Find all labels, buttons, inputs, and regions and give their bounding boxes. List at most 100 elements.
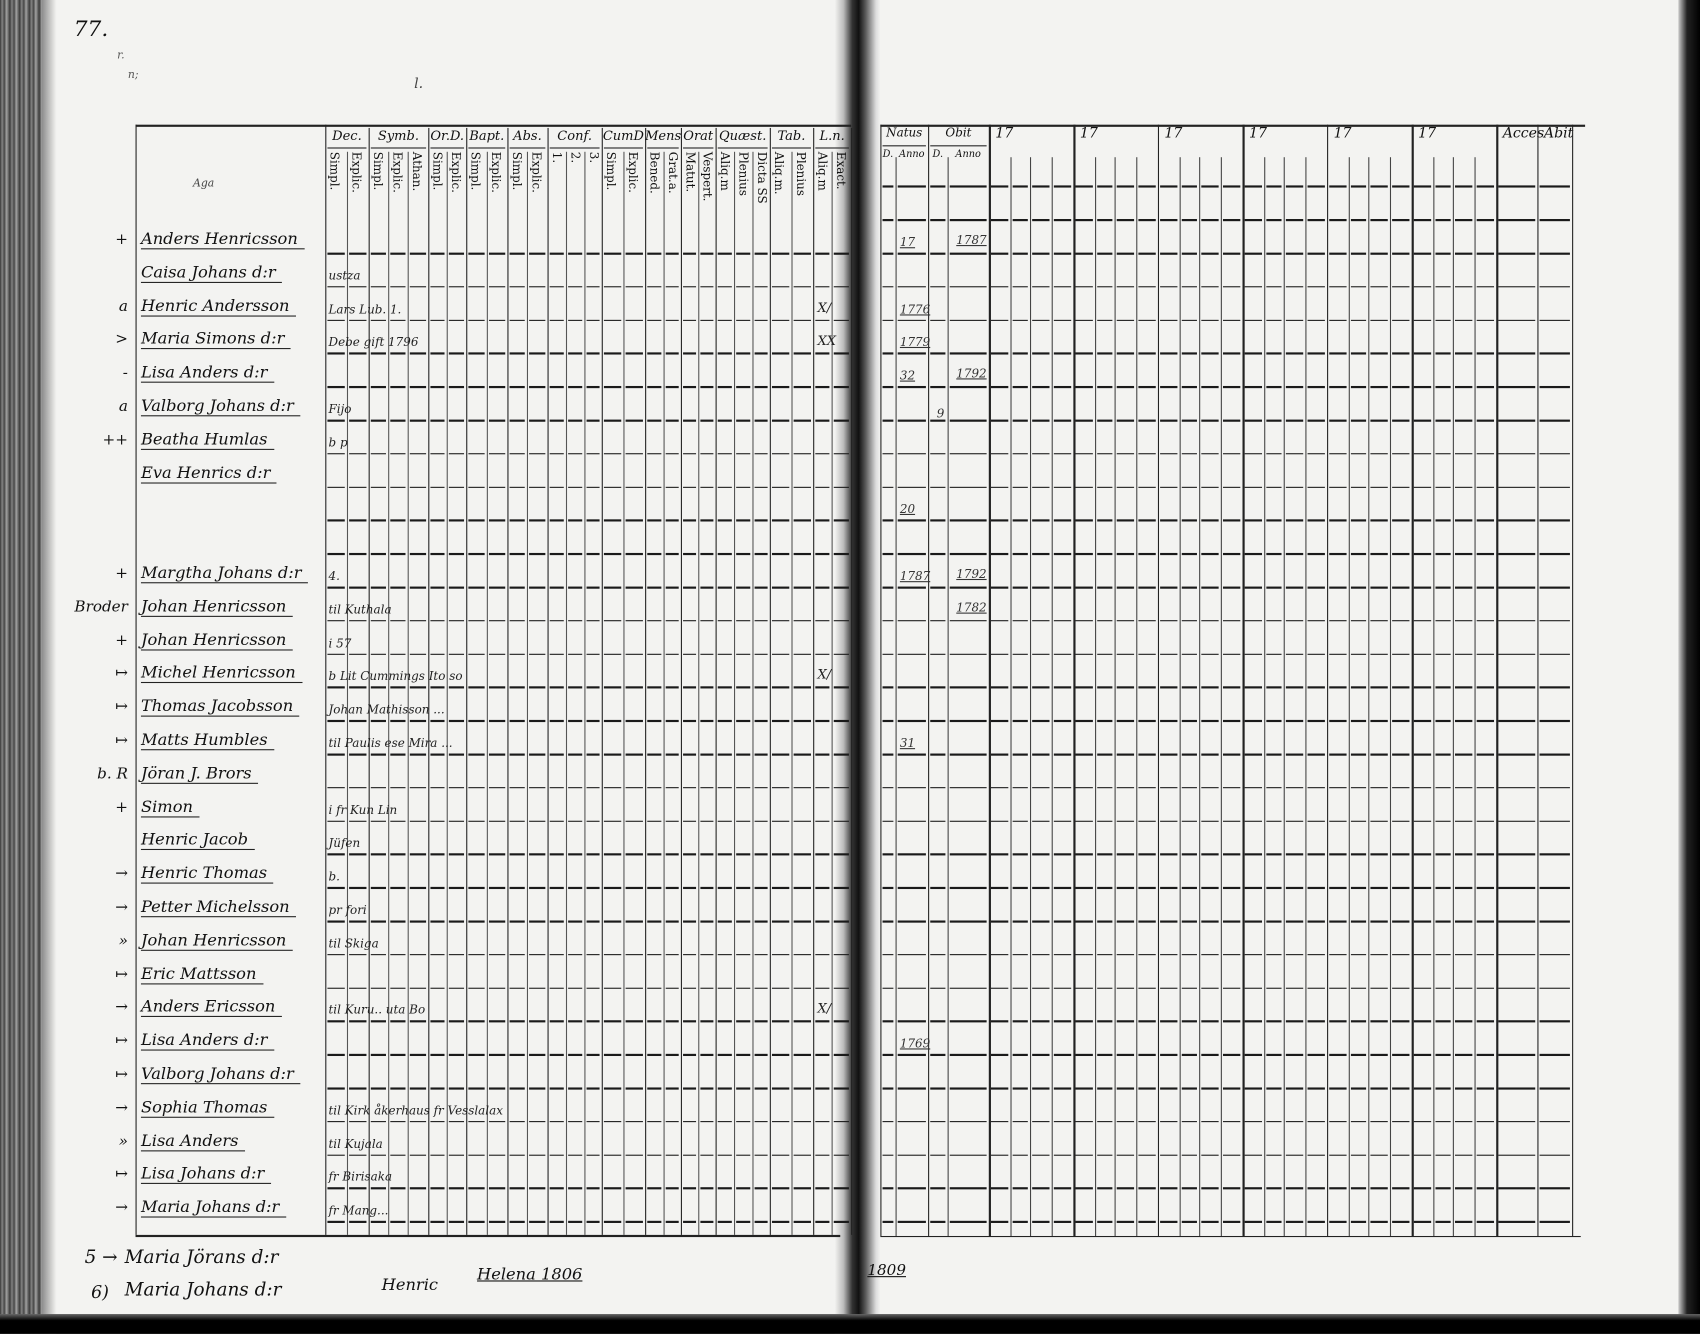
cell-rule: [1392, 319, 1410, 322]
cell-rule: [990, 619, 1009, 622]
column-subheader: Explic.: [529, 151, 544, 193]
cell-rule: [949, 219, 987, 221]
cell-rule: [647, 319, 662, 322]
cell-rule: [1138, 920, 1156, 923]
cell-rule: [717, 786, 732, 789]
cell-rule: [1539, 686, 1570, 689]
cell-rule: [1075, 519, 1093, 522]
cell-rule: [509, 1187, 525, 1190]
cell-rule: [897, 619, 926, 622]
cell-rule: [603, 753, 622, 756]
cell-rule: [1413, 1187, 1432, 1190]
subcolumn-rule: [947, 157, 949, 1236]
cell-rule: [647, 286, 662, 288]
cell-rule: [1285, 419, 1304, 422]
cell-rule: [1097, 286, 1113, 288]
cell-rule: [1244, 853, 1263, 856]
cell-rule: [949, 753, 987, 756]
cell-rule: [1201, 1054, 1219, 1056]
cell-rule: [1370, 853, 1388, 856]
cell-rule: [949, 352, 987, 355]
subcolumn-rule: [446, 151, 448, 1235]
cell-rule: [430, 686, 445, 689]
cell-rule: [430, 987, 445, 989]
cell-rule: [409, 586, 427, 589]
column-rule: [1572, 124, 1574, 1236]
cell-rule: [1116, 686, 1135, 689]
cell-rule: [1329, 686, 1347, 689]
cell-rule: [586, 286, 600, 288]
cell-rule: [488, 586, 506, 589]
cell-rule: [1539, 486, 1570, 488]
cell-rule: [1053, 519, 1072, 522]
cell-rule: [1498, 286, 1536, 288]
cell-rule: [349, 820, 367, 822]
column-subheader: Simpl.: [430, 151, 445, 191]
cell-rule: [1244, 1221, 1263, 1223]
cell-rule: [1307, 386, 1325, 388]
cell-rule: [1413, 486, 1432, 488]
cell-rule: [1498, 853, 1536, 856]
cell-rule: [586, 1221, 600, 1223]
cell-rule: [1329, 753, 1347, 756]
cell-rule: [736, 619, 751, 622]
cell-rule: [370, 1120, 386, 1123]
cell-rule: [736, 786, 751, 789]
cell-rule: [1476, 486, 1495, 488]
cell-rule: [1138, 286, 1156, 288]
cell-rule: [1285, 486, 1304, 488]
cell-rule: [327, 1120, 345, 1123]
cell-rule: [1413, 686, 1432, 689]
row-mark: ↦: [115, 698, 128, 716]
cell-rule: [349, 1187, 367, 1190]
page-shadow-left: [41, 0, 57, 1334]
cell-rule: [700, 619, 714, 622]
cell-rule: [327, 820, 345, 822]
cell-rule: [1222, 853, 1241, 856]
cell-rule: [1138, 519, 1156, 522]
cell-rule: [1266, 185, 1282, 188]
cell-rule: [815, 286, 830, 288]
cell-rule: [1285, 720, 1304, 722]
cell-rule: [1053, 352, 1072, 355]
cell-rule: [1539, 1120, 1570, 1123]
cell-rule: [1476, 1187, 1495, 1190]
cell-rule: [625, 486, 643, 488]
cell-rule: [390, 753, 406, 756]
cell-rule: [1201, 1187, 1219, 1190]
cell-rule: [683, 319, 697, 322]
cell-rule: [1454, 452, 1473, 455]
cell-rule: [1116, 553, 1135, 555]
cell-rule: [700, 887, 714, 889]
cell-rule: [990, 519, 1009, 522]
cell-rule: [1476, 753, 1495, 756]
cell-rule: [815, 619, 830, 622]
cell-rule: [370, 252, 386, 255]
cell-rule: [1138, 619, 1156, 622]
cell-rule: [1435, 786, 1451, 789]
cell-rule: [488, 1187, 506, 1190]
cell-rule: [949, 920, 987, 923]
cell-rule: [1498, 887, 1536, 889]
cell-rule: [1454, 185, 1473, 188]
cell-rule: [409, 419, 427, 422]
cell-rule: [370, 1221, 386, 1223]
cell-rule: [1498, 553, 1536, 555]
cell-rule: [509, 820, 525, 822]
cell-rule: [717, 252, 732, 255]
cell-rule: [1053, 252, 1072, 255]
cell-rule: [683, 1120, 697, 1123]
cell-rule: [625, 419, 643, 422]
header-rule: [549, 147, 600, 149]
cell-rule: [1454, 1087, 1473, 1090]
cell-rule: [793, 553, 811, 555]
cell-rule: [1370, 1087, 1388, 1090]
cell-rule: [1307, 219, 1325, 221]
cell-rule: [1053, 920, 1072, 923]
cell-rule: [625, 1187, 643, 1190]
cell-rule: [1454, 352, 1473, 355]
cell-rule: [1413, 553, 1432, 555]
cell-rule: [1097, 352, 1113, 355]
cell-rule: [1012, 1221, 1028, 1223]
scan-edge-bottom: [0, 1314, 1700, 1334]
